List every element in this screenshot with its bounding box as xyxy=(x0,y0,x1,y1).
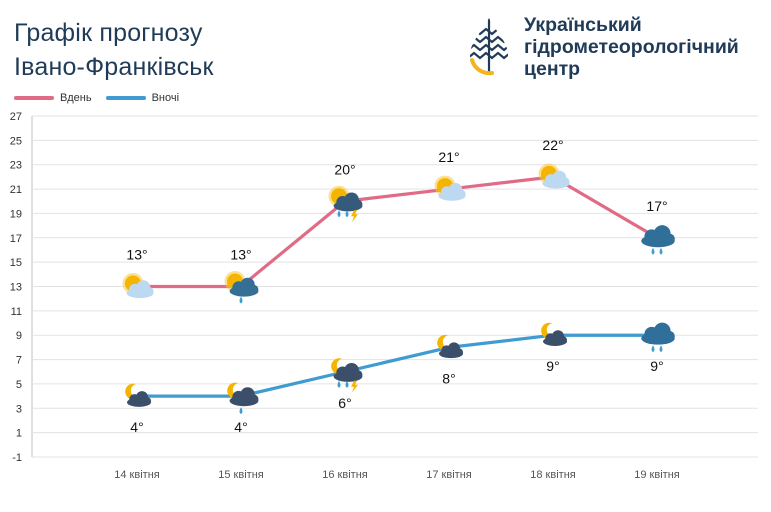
data-label-day: 17° xyxy=(646,198,667,214)
rain-drop xyxy=(651,247,655,255)
series-line-day xyxy=(135,175,659,289)
series-line-night xyxy=(135,333,659,398)
logo-text: Український гідрометеорологічний центр xyxy=(524,14,739,80)
data-label-night: 9° xyxy=(546,358,559,374)
cloud-shape xyxy=(333,192,363,212)
rain-drop xyxy=(345,210,349,218)
data-label-day: 22° xyxy=(542,137,563,153)
y-tick-label: -1 xyxy=(12,452,22,464)
x-tick-label: 15 квітня xyxy=(218,469,264,481)
rain-drop xyxy=(337,380,341,388)
x-tick-label: 18 квітня xyxy=(530,469,576,481)
cloud-shape xyxy=(543,330,567,346)
rain-drop xyxy=(345,380,349,388)
data-label-night: 9° xyxy=(650,358,663,374)
cloud-shape xyxy=(439,342,463,359)
hydromet-logo: Український гідрометеорологічний центр xyxy=(466,14,739,80)
data-label-night: 8° xyxy=(442,370,455,386)
sun-thunder-cloud-icon xyxy=(328,185,363,223)
cloud-shape xyxy=(333,362,363,382)
sun-cloud-icon xyxy=(122,273,154,299)
y-tick-label: 21 xyxy=(10,184,22,196)
legend-swatch-day xyxy=(14,96,54,100)
x-tick-label: 14 квітня xyxy=(114,469,160,481)
cloud-shape xyxy=(126,280,154,299)
legend-label-day: Вдень xyxy=(60,92,92,104)
data-label-day: 13° xyxy=(126,247,147,263)
rain-drop xyxy=(239,407,243,415)
rain-drop xyxy=(651,345,655,353)
y-tick-label: 27 xyxy=(10,111,22,123)
chart-title-block: Графік прогнозу Івано-Франківськ xyxy=(14,16,214,84)
y-tick-label: 11 xyxy=(11,306,22,318)
y-tick-label: 3 xyxy=(16,403,22,415)
moon-shape xyxy=(541,322,555,339)
rain-drop xyxy=(337,210,341,218)
sun-rain-cloud-icon xyxy=(224,271,259,304)
x-tick-label: 19 квітня xyxy=(634,469,680,481)
rain-drop xyxy=(659,345,663,353)
rain-cloud-icon xyxy=(641,322,675,353)
drop-logo-icon xyxy=(470,18,508,76)
moon-shape xyxy=(437,334,451,351)
data-label-night: 6° xyxy=(338,395,351,411)
moon-shape xyxy=(227,382,241,399)
y-tick-label: 1 xyxy=(16,428,22,440)
legend-label-night: Вночі xyxy=(151,92,180,104)
data-label-night: 4° xyxy=(130,419,143,435)
y-tick-label: 7 xyxy=(16,355,22,367)
data-label-day: 13° xyxy=(230,247,251,263)
sun-cloud-icon xyxy=(434,175,466,201)
data-label-night: 4° xyxy=(234,419,247,435)
cloud-shape xyxy=(127,391,151,407)
moon-shape xyxy=(125,383,139,400)
rain-drop xyxy=(659,247,663,255)
y-tick-label: 15 xyxy=(10,257,22,269)
y-tick-label: 23 xyxy=(10,160,22,172)
chart-legend: Вдень Вночі xyxy=(14,92,193,104)
y-tick-label: 5 xyxy=(16,379,22,391)
rain-drop xyxy=(239,296,243,304)
moon-cloud-icon xyxy=(541,322,567,346)
y-tick-label: 9 xyxy=(16,330,22,342)
sun-cloud-icon xyxy=(538,163,570,189)
x-tick-label: 17 квітня xyxy=(426,469,472,481)
y-tick-label: 13 xyxy=(10,282,22,294)
cloud-shape xyxy=(438,182,466,201)
rain-cloud-icon xyxy=(641,225,675,255)
moon-cloud-icon xyxy=(437,334,463,359)
moon-rain-cloud-icon xyxy=(227,382,259,415)
legend-item-day: Вдень xyxy=(14,92,92,104)
legend-item-night: Вночі xyxy=(105,92,180,104)
data-label-day: 21° xyxy=(438,149,459,165)
chart-title: Графік прогнозу xyxy=(14,19,203,47)
cloud-shape xyxy=(641,322,675,345)
logo-line-1: Український xyxy=(524,14,642,36)
moon-cloud-icon xyxy=(125,383,151,407)
cloud-shape xyxy=(229,387,259,407)
cloud-shape xyxy=(641,225,675,248)
y-tick-label: 19 xyxy=(10,208,22,220)
lightning-bolt xyxy=(351,380,358,393)
y-tick-label: 17 xyxy=(10,233,22,245)
cloud-shape xyxy=(542,170,570,189)
lightning-bolt xyxy=(351,210,358,223)
y-tick-label: 25 xyxy=(10,135,22,147)
moon-shape xyxy=(331,358,345,375)
x-tick-label: 16 квітня xyxy=(322,469,368,481)
logo-line-2: гідрометеорологічний xyxy=(524,36,739,58)
cloud-shape xyxy=(229,277,259,297)
legend-swatch-night xyxy=(105,96,146,100)
moon-thunder-cloud-icon xyxy=(331,358,363,393)
city-name: Івано-Франківськ xyxy=(14,53,214,81)
logo-line-3: центр xyxy=(524,58,581,80)
data-label-day: 20° xyxy=(334,161,355,177)
